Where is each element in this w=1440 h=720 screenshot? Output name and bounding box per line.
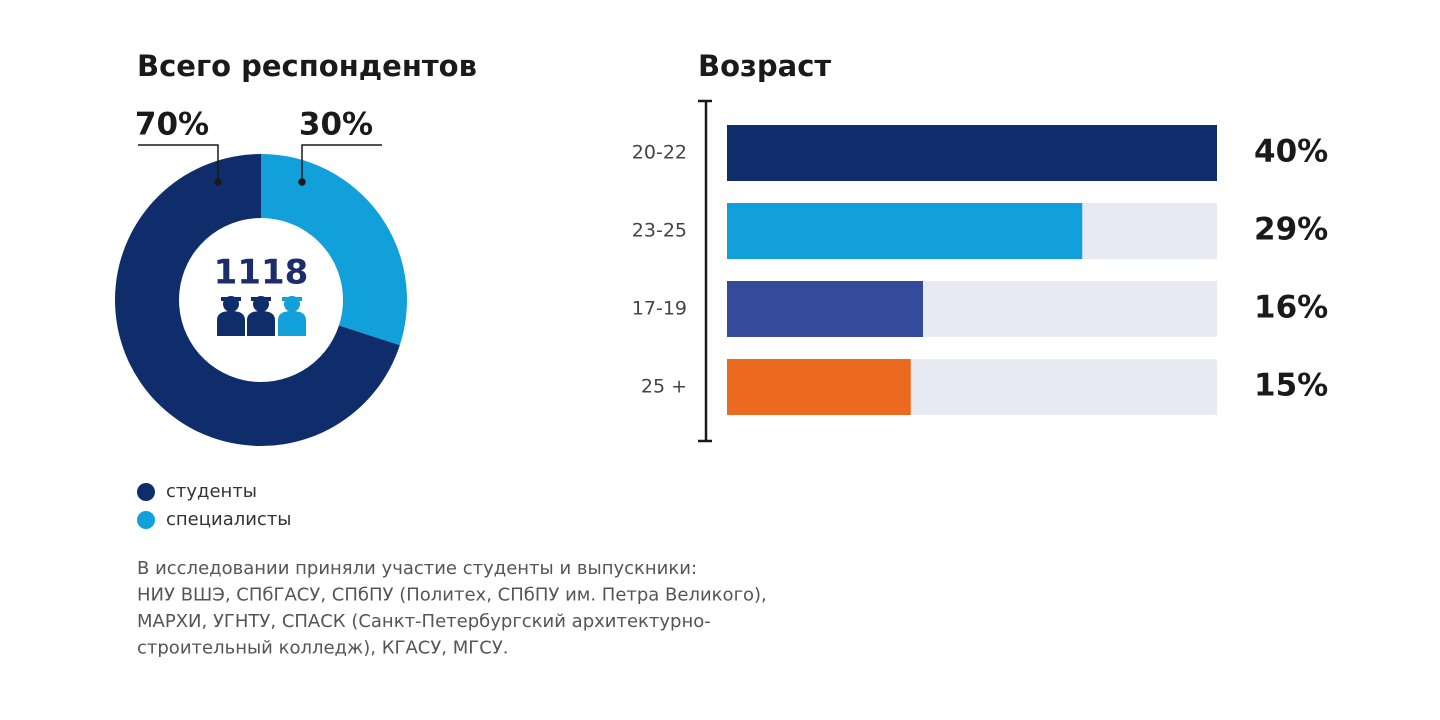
bar (727, 125, 1217, 181)
footnote-line: В исследовании приняли участие студенты … (137, 558, 697, 579)
bar-value-label: 16% (1254, 290, 1328, 326)
donut-value-label: 70% (135, 107, 209, 143)
total-label: 1118 (214, 253, 309, 293)
donut-segment (261, 154, 407, 346)
donut-chart (114, 153, 407, 446)
donut-title: Всего респондентов (137, 49, 477, 83)
bar-title: Возраст (698, 49, 831, 83)
category-label: 20-22 (632, 142, 687, 164)
callout-lines (138, 144, 382, 186)
people-icon (217, 296, 306, 336)
category-label: 25 + (641, 376, 687, 398)
category-label: 23-25 (632, 220, 687, 242)
legend-marker (137, 511, 155, 529)
bar-axis (698, 99, 712, 443)
legend-marker (137, 483, 155, 501)
bar-value-label: 15% (1254, 368, 1328, 404)
legend-label: студенты (166, 481, 257, 502)
footnote-line: НИУ ВШЭ, СПбГАСУ, СПбПУ (Политех, СПбПУ … (137, 585, 767, 606)
bar-value-label: 40% (1254, 134, 1328, 170)
bar-value-label: 29% (1254, 212, 1328, 248)
footnote-line: строительный колледж), КГАСУ, МГСУ. (137, 638, 509, 659)
bar (727, 359, 911, 415)
footnote-line: МАРХИ, УГНТУ, СПАСК (Санкт-Петербургский… (137, 611, 711, 632)
donut-value-label: 30% (299, 107, 373, 143)
donut-segment (114, 153, 400, 446)
bar (727, 203, 1083, 259)
bar-chart (727, 125, 1217, 415)
bar (727, 281, 923, 337)
category-label: 17-19 (632, 298, 687, 320)
legend-label: специалисты (166, 509, 292, 530)
